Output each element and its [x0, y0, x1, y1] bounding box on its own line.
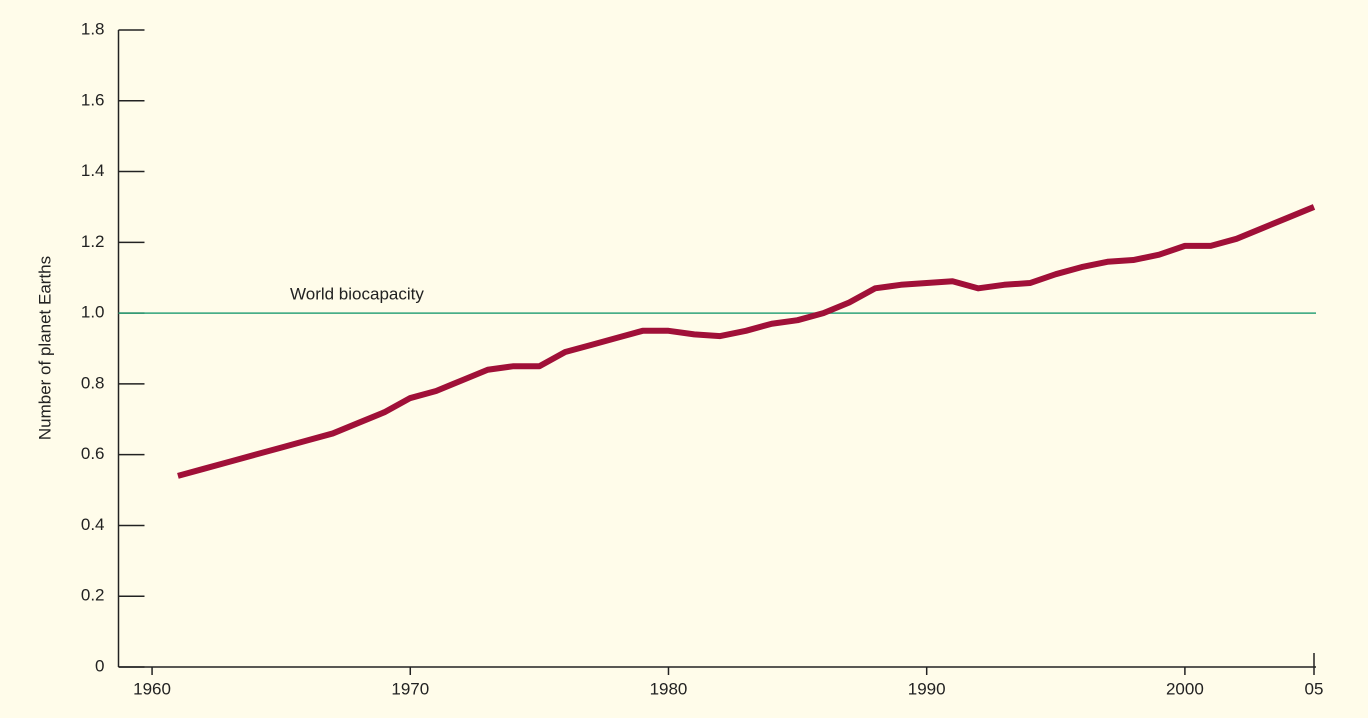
y-tick-label: 0.4	[81, 515, 105, 534]
y-tick-label: 0.2	[81, 586, 105, 605]
x-tick-label: 1960	[133, 679, 171, 698]
y-tick-label: 0.8	[81, 373, 105, 392]
y-axis-label: Number of planet Earths	[35, 256, 54, 440]
y-tick-label: 0	[95, 656, 104, 675]
x-tick-label: 1990	[908, 679, 946, 698]
y-tick-label: 1.2	[81, 232, 105, 251]
y-tick-label: 0.6	[81, 444, 105, 463]
y-tick-label: 1.8	[81, 19, 105, 38]
x-tick-label: 1980	[650, 679, 688, 698]
x-tick-label: 05	[1305, 679, 1324, 698]
x-tick-label: 2000	[1166, 679, 1204, 698]
y-tick-label: 1.4	[81, 161, 105, 180]
reference-label: World biocapacity	[290, 285, 424, 304]
y-tick-label: 1.0	[81, 303, 105, 322]
x-tick-label: 1970	[391, 679, 429, 698]
data-line	[177, 204, 1316, 479]
y-tick-label: 1.6	[81, 90, 105, 109]
